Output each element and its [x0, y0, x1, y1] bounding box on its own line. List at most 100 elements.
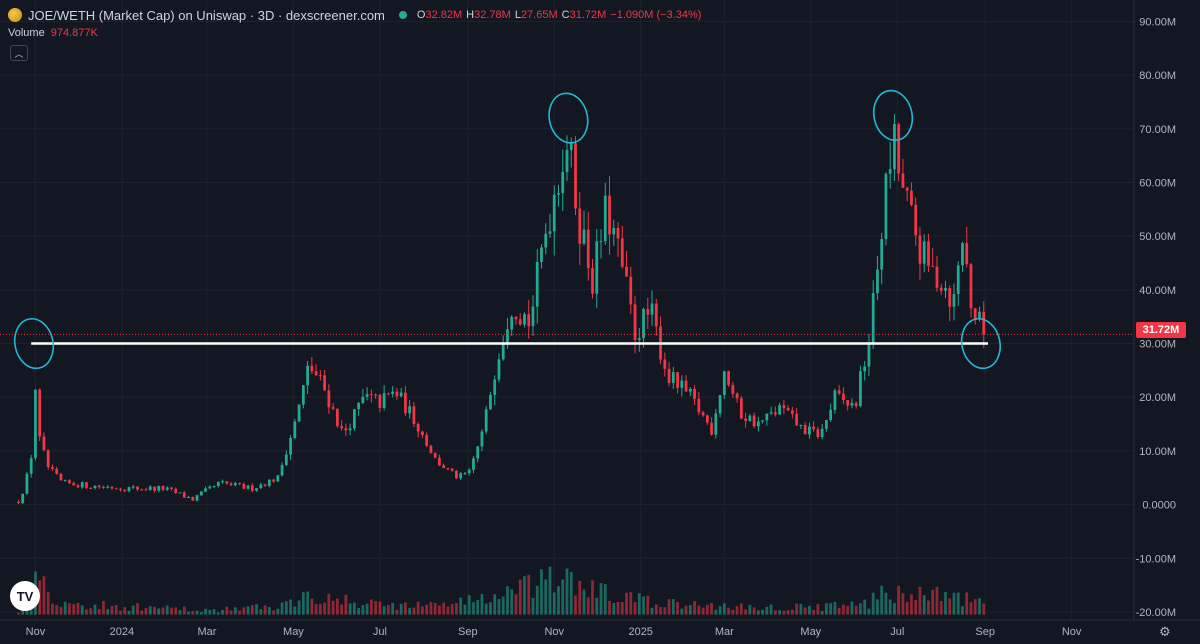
volume-bar: [901, 593, 905, 615]
volume-bar: [939, 600, 943, 615]
candle: [85, 481, 88, 490]
volume-bar: [510, 589, 514, 615]
candle-body: [442, 465, 446, 469]
candle: [187, 495, 190, 499]
volume-bar: [450, 604, 454, 615]
volume-bar: [106, 608, 110, 615]
volume-bar: [565, 568, 569, 615]
candle: [216, 481, 220, 488]
volume-bar: [144, 608, 148, 615]
volume-bar: [599, 583, 603, 615]
last-price-tag: 31.72M: [1136, 322, 1186, 338]
volume-bar: [497, 598, 501, 615]
candle: [221, 479, 224, 484]
volume-bar: [922, 595, 926, 615]
candle-body: [625, 266, 628, 277]
candle: [438, 454, 441, 467]
tradingview-logo[interactable]: TV: [10, 581, 40, 611]
candle: [914, 197, 918, 246]
candle-body: [642, 309, 645, 339]
volume-bar: [603, 584, 607, 615]
candle: [582, 210, 586, 246]
volume-bar: [442, 602, 446, 615]
candle-body: [867, 343, 871, 367]
candle-body: [705, 415, 709, 423]
candle-body: [863, 366, 867, 372]
candle-body: [633, 304, 637, 340]
ohlc-key: L: [514, 9, 521, 21]
candle: [922, 234, 926, 273]
volume-bar: [722, 603, 726, 615]
candle-body: [97, 485, 101, 487]
candle-body: [450, 468, 454, 471]
candle: [944, 280, 947, 299]
candle: [629, 266, 633, 315]
time-tick-label: 2024: [110, 626, 134, 638]
candle-body: [791, 410, 794, 414]
time-tick-label: Mar: [197, 626, 216, 638]
candle-body: [663, 359, 667, 369]
volume-bar: [208, 609, 212, 615]
volume-bar: [293, 606, 297, 615]
volume-bar: [778, 610, 782, 615]
candle: [514, 316, 518, 325]
volume-bar: [455, 603, 458, 615]
ohlc-key: O: [416, 9, 426, 21]
candle-body: [72, 483, 76, 486]
candle-body: [731, 384, 735, 394]
candle: [965, 226, 969, 268]
candle: [55, 466, 59, 475]
candle-body: [246, 485, 250, 489]
volume-bar: [791, 609, 794, 615]
candle-body: [476, 446, 480, 459]
candle: [608, 175, 611, 255]
candle-body: [786, 408, 790, 411]
volume-bar: [978, 598, 981, 615]
candle: [786, 405, 790, 411]
candle-body: [42, 436, 46, 451]
candle: [361, 388, 365, 404]
volume-bar: [633, 602, 637, 615]
candle-body: [238, 483, 241, 485]
candle-body: [969, 264, 973, 309]
candle: [484, 406, 488, 435]
volume-bar: [259, 609, 263, 615]
candle: [867, 334, 871, 377]
price-tick-label: 50.00M: [1139, 231, 1176, 243]
candle: [267, 479, 271, 488]
candle: [63, 479, 67, 482]
volume-legend: Volume 974.877K: [8, 27, 98, 39]
volume-bar: [472, 602, 475, 615]
candle-body: [178, 492, 182, 494]
time-axis[interactable]: Nov 2024 Mar May Jul Sep Nov 2025 Mar May Jul Sep No…: [0, 619, 1200, 638]
candle-body: [744, 418, 747, 421]
candle-body: [591, 268, 594, 294]
volume-bar: [620, 602, 624, 615]
candle-body: [221, 481, 224, 483]
gear-icon[interactable]: ⚙: [1159, 624, 1171, 639]
volume-bar: [514, 594, 518, 615]
candle: [250, 483, 254, 493]
candle: [301, 385, 305, 409]
candle-body: [808, 426, 811, 435]
candle: [293, 419, 297, 440]
candle: [467, 468, 471, 476]
volume-bar: [973, 599, 977, 615]
candle: [676, 372, 679, 394]
candle-body: [293, 421, 297, 439]
candle: [825, 419, 828, 432]
candle-body: [859, 371, 862, 407]
candle: [752, 412, 756, 429]
candle-body: [301, 385, 305, 405]
candle: [769, 406, 773, 416]
candle-body: [157, 485, 161, 491]
candle-body: [752, 415, 756, 427]
candle: [667, 362, 671, 387]
candle: [408, 399, 412, 419]
candle-body: [608, 195, 611, 235]
volume-bar: [952, 592, 956, 615]
chevron-up-icon[interactable]: ︿: [10, 45, 28, 61]
volume-bar: [612, 603, 616, 615]
candle-body: [820, 428, 824, 437]
